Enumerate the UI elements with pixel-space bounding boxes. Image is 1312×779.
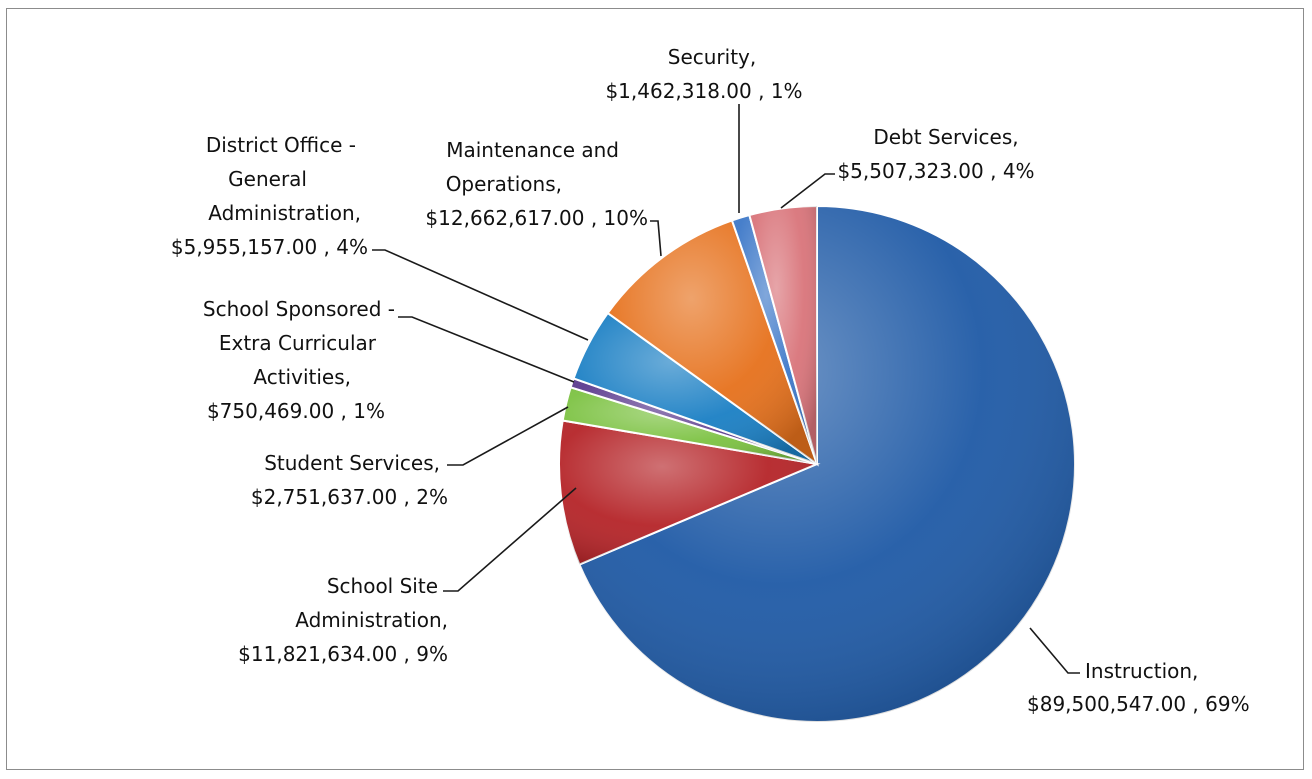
slice-label-name-school-site-administration: School Site <box>327 574 438 598</box>
leader-line-instruction <box>1029 627 1080 674</box>
pie-slice-shading <box>559 420 817 565</box>
slice-label-name-district-office-general-administration: General <box>228 167 307 191</box>
pie-slices <box>558 204 1076 723</box>
slice-label-name-school-site-administration: Administration, <box>295 608 448 632</box>
slice-label-name-maintenance-and-operations: Operations, <box>446 172 562 196</box>
slice-label-value-student-services: $2,751,637.00 , 2% <box>251 485 448 509</box>
slice-label-name-school-sponsored-extra-curricular-activities: Extra Curricular <box>219 331 377 355</box>
leader-line-student-services <box>447 406 569 466</box>
pie-slice-shading <box>573 313 817 464</box>
leader-lines <box>372 104 1080 674</box>
slice-label-value-debt-services: $5,507,323.00 , 4% <box>837 159 1034 183</box>
slice-label-name-district-office-general-administration: Administration, <box>208 201 361 225</box>
slice-label-value-security: $1,462,318.00 , 1% <box>605 79 802 103</box>
leader-line-debt-services <box>780 173 835 209</box>
slice-label-name-school-sponsored-extra-curricular-activities: Activities, <box>253 365 351 389</box>
slice-label-value-instruction: $89,500,547.00 , 69% <box>1027 692 1250 716</box>
pie-slice-shading <box>749 206 817 464</box>
pie-slice-shading <box>579 206 1075 722</box>
pie-slice-shading <box>731 215 817 464</box>
slice-label-name-school-sponsored-extra-curricular-activities: School Sponsored - <box>203 297 395 321</box>
leader-line-school-site-administration <box>443 487 577 592</box>
slice-label-name-student-services: Student Services, <box>264 451 440 475</box>
slice-label-name-security: Security, <box>668 45 757 69</box>
leader-line-district-office-general-administration <box>372 249 589 341</box>
slice-label-value-district-office-general-administration: $5,955,157.00 , 4% <box>171 235 368 259</box>
slice-label-name-instruction: Instruction, <box>1085 659 1198 683</box>
slice-label-name-district-office-general-administration: District Office - <box>206 133 356 157</box>
slice-label-name-debt-services: Debt Services, <box>873 125 1018 149</box>
slice-label-value-maintenance-and-operations: $12,662,617.00 , 10% <box>425 206 648 230</box>
slice-label-name-maintenance-and-operations: Maintenance and <box>446 138 619 162</box>
leader-line-maintenance-and-operations <box>650 220 662 257</box>
slice-label-value-school-sponsored-extra-curricular-activities: $750,469.00 , 1% <box>207 399 385 423</box>
slice-label-value-school-site-administration: $11,821,634.00 , 9% <box>238 642 448 666</box>
slice-labels: Instruction, $89,500,547.00 , 69% School S… <box>171 45 1250 716</box>
leader-line-school-sponsored-extra-curricular-activities <box>398 316 575 383</box>
pie-slice-shading <box>607 220 817 464</box>
